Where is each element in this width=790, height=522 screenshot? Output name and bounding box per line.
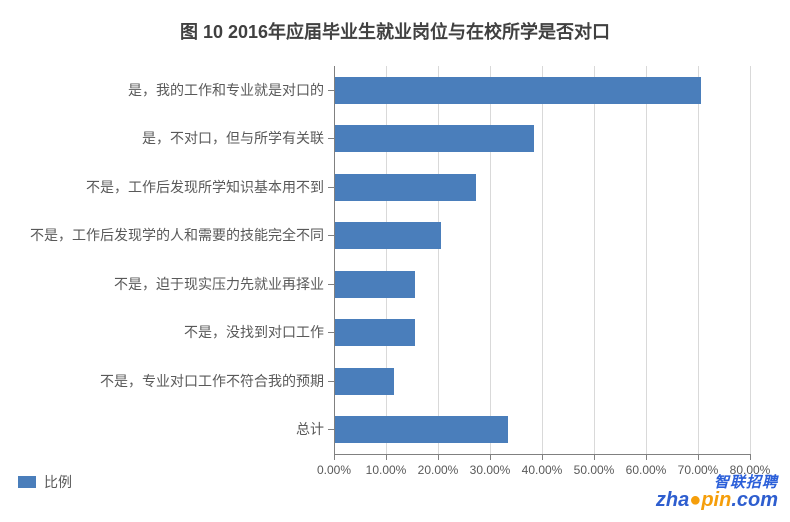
x-axis-label: 50.00% (574, 463, 615, 477)
x-tick-mark (386, 454, 387, 460)
x-tick-mark (594, 454, 595, 460)
bar (334, 416, 508, 443)
plot-area: 是，我的工作和专业就是对口的是，不对口，但与所学有关联不是，工作后发现所学知识基… (334, 66, 750, 454)
y-axis-label: 是，我的工作和专业就是对口的 (2, 80, 324, 100)
y-axis-line (334, 66, 335, 454)
gridline (386, 66, 387, 454)
y-axis-label: 不是，没找到对口工作 (2, 322, 324, 342)
x-tick-mark (750, 454, 751, 460)
chart-title: 图 10 2016年应届毕业生就业岗位与在校所学是否对口 (0, 18, 790, 44)
legend-label: 比例 (44, 472, 72, 492)
y-axis-label: 是，不对口，但与所学有关联 (2, 128, 324, 148)
y-axis-label: 不是，工作后发现所学知识基本用不到 (2, 177, 324, 197)
watermark-en-suffix: .com (731, 489, 778, 511)
x-axis-label: 20.00% (418, 463, 459, 477)
gridline (750, 66, 751, 454)
watermark-en-pin: pin (701, 489, 731, 511)
watermark-cn: 智联招聘 (656, 475, 778, 490)
watermark-dot-icon: ● (689, 489, 701, 511)
chart-stage: 图 10 2016年应届毕业生就业岗位与在校所学是否对口 是，我的工作和专业就是… (0, 0, 790, 522)
x-tick-mark (698, 454, 699, 460)
y-axis-label: 不是，工作后发现学的人和需要的技能完全不同 (2, 225, 324, 245)
bar (334, 174, 476, 201)
x-tick-mark (334, 454, 335, 460)
gridline (490, 66, 491, 454)
gridline (542, 66, 543, 454)
x-tick-mark (438, 454, 439, 460)
x-tick-mark (542, 454, 543, 460)
gridline (594, 66, 595, 454)
watermark-en-zh: zha (656, 489, 689, 511)
legend-swatch (18, 476, 36, 488)
bar (334, 77, 701, 104)
gridline (698, 66, 699, 454)
x-tick-mark (646, 454, 647, 460)
x-axis-label: 40.00% (522, 463, 563, 477)
x-axis-label: 0.00% (317, 463, 351, 477)
bar (334, 222, 441, 249)
watermark: 智联招聘 zha●pin.com (656, 475, 778, 510)
bar (334, 319, 415, 346)
bar (334, 125, 534, 152)
y-axis-label: 不是，专业对口工作不符合我的预期 (2, 371, 324, 391)
gridline (646, 66, 647, 454)
y-axis-label: 不是，迫于现实压力先就业再择业 (2, 274, 324, 294)
bar (334, 271, 415, 298)
x-tick-mark (490, 454, 491, 460)
x-axis-label: 30.00% (470, 463, 511, 477)
gridline (438, 66, 439, 454)
x-axis-label: 10.00% (366, 463, 407, 477)
watermark-en: zha●pin.com (656, 490, 778, 510)
legend: 比例 (18, 472, 72, 492)
y-axis-label: 总计 (2, 419, 324, 439)
bar (334, 368, 394, 395)
